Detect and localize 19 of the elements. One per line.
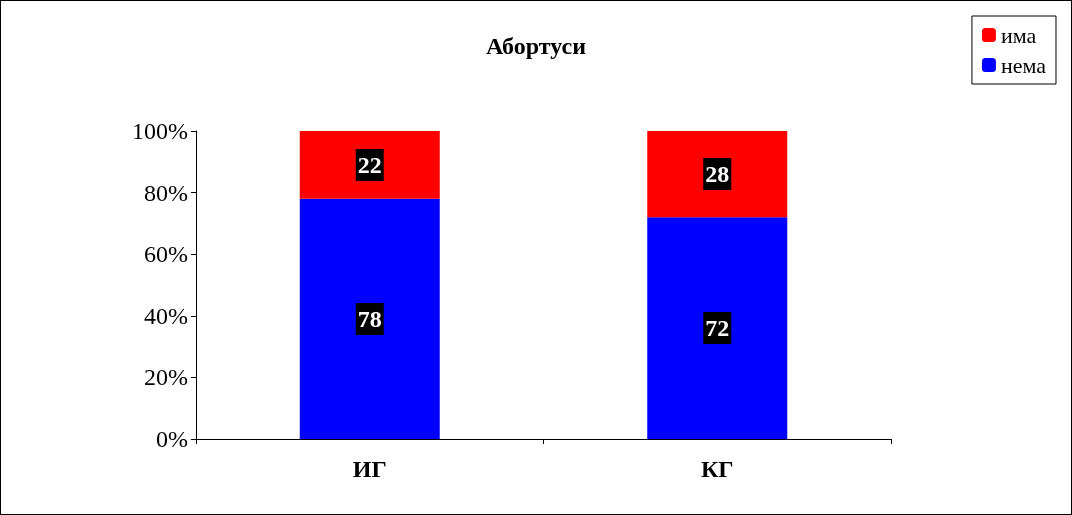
- legend-label: има: [1000, 22, 1037, 48]
- data-label: 72: [705, 315, 730, 342]
- legend-label: нема: [1000, 52, 1047, 78]
- chart-title: Абортуси: [485, 33, 587, 59]
- bar: [647, 217, 788, 439]
- y-tick-label: 80%: [144, 179, 188, 206]
- data-label: 28: [705, 161, 730, 188]
- data-label: 22: [357, 151, 382, 178]
- y-tick-label: 40%: [144, 302, 188, 329]
- x-tick-label: КГ: [700, 456, 734, 482]
- x-tick-label: ИГ: [352, 456, 387, 482]
- bar: [299, 198, 440, 439]
- bar: [647, 131, 788, 218]
- bar: [299, 131, 440, 199]
- y-tick-label: 100%: [132, 118, 188, 144]
- y-tick-label: 60%: [144, 241, 188, 268]
- data-label: 78: [357, 305, 382, 332]
- y-tick-label: 0%: [156, 426, 188, 452]
- y-tick-label: 20%: [144, 364, 188, 391]
